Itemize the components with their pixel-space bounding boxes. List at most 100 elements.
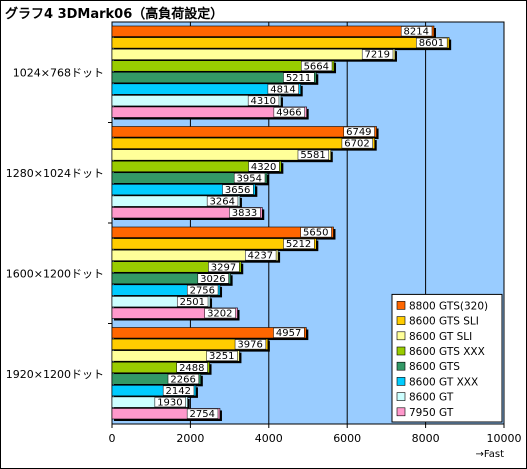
- bar: [111, 126, 377, 138]
- data-label: 3656: [225, 185, 250, 196]
- data-label-box: [197, 273, 229, 284]
- data-label-box: [186, 408, 219, 419]
- bar: [111, 307, 238, 319]
- category-label: 1280×1024ドット: [6, 167, 104, 180]
- x-tick-label: 8000: [412, 432, 440, 445]
- legend: [391, 293, 503, 423]
- data-label-box: [416, 37, 448, 48]
- data-label-box: [300, 60, 333, 71]
- data-label: 6749: [346, 127, 371, 138]
- data-label: 3026: [200, 274, 225, 285]
- bar: [111, 396, 188, 408]
- legend-swatch: [396, 316, 406, 325]
- data-label-box: [400, 26, 433, 37]
- data-label-box: [229, 207, 261, 218]
- category-label: 1024×768ドット: [13, 66, 104, 79]
- legend-label: 8600 GTS: [409, 361, 460, 373]
- bar: [111, 207, 263, 219]
- data-label-box: [176, 296, 209, 307]
- data-label-box: [233, 173, 266, 184]
- data-label-box: [222, 184, 254, 195]
- data-label: 2266: [170, 374, 195, 385]
- bar: [111, 160, 282, 173]
- bar: [111, 137, 376, 149]
- bar: [111, 95, 282, 107]
- bar: [111, 195, 241, 207]
- legend-label: 8600 GT SLI: [409, 331, 472, 343]
- legend-swatch: [396, 301, 406, 310]
- legend-label: 8800 GTS(320): [409, 300, 488, 312]
- legend-label: 8600 GTS SLI: [409, 316, 479, 328]
- data-label-box: [267, 84, 299, 95]
- data-label-box: [297, 149, 330, 160]
- legend-swatch: [396, 392, 406, 401]
- chart-title: グラフ4 3DMark06（高負荷設定）: [5, 7, 224, 22]
- legend-swatch: [396, 361, 406, 371]
- bar: [111, 296, 211, 308]
- data-label: 1930: [157, 397, 182, 408]
- bar: [111, 338, 269, 350]
- data-label: 6702: [344, 139, 369, 150]
- bar: [111, 226, 334, 238]
- data-label-box: [154, 397, 186, 408]
- legend-swatch: [396, 377, 406, 386]
- bar: [111, 184, 256, 196]
- data-label-box: [167, 374, 200, 385]
- data-label-box: [176, 362, 208, 373]
- bar: [111, 408, 221, 420]
- bar: [111, 284, 221, 296]
- data-label: 5581: [300, 150, 325, 161]
- legend-swatch: [396, 407, 406, 417]
- data-label: 3954: [237, 173, 262, 184]
- data-label: 2142: [166, 386, 191, 397]
- x-axis-label: →Fast: [476, 449, 505, 460]
- legend-swatch: [396, 346, 406, 356]
- category-label: 1920×1200ドット: [6, 368, 104, 381]
- data-label: 4966: [276, 108, 301, 119]
- bar: [111, 361, 210, 374]
- data-label-box: [300, 227, 332, 238]
- data-label-box: [247, 95, 280, 106]
- data-label-box: [341, 138, 373, 149]
- data-label-box: [283, 72, 315, 83]
- bar: [111, 249, 279, 261]
- data-label: 7219: [365, 50, 390, 61]
- data-label: 8214: [404, 27, 429, 38]
- bar: [111, 60, 335, 72]
- data-label-box: [273, 327, 305, 338]
- bar: [111, 37, 450, 49]
- legend-swatch: [396, 331, 406, 341]
- data-label-box: [283, 238, 315, 249]
- data-label: 3264: [209, 196, 234, 207]
- data-label: 3202: [207, 309, 232, 320]
- data-label: 3251: [209, 351, 234, 362]
- data-label-box: [162, 385, 195, 396]
- bar: [111, 25, 435, 37]
- data-label: 3976: [237, 340, 262, 351]
- x-tick-label: 0: [109, 432, 116, 445]
- category-label: 1600×1200ドット: [6, 267, 104, 280]
- bar: [111, 149, 332, 161]
- data-label-box: [273, 107, 305, 118]
- bar: [111, 373, 202, 385]
- data-label-box: [208, 261, 240, 272]
- data-label: 5211: [286, 73, 311, 84]
- data-label: 4310: [250, 96, 275, 107]
- bar: [111, 172, 268, 184]
- bar: [111, 350, 240, 362]
- data-label-box: [206, 196, 239, 207]
- data-label: 2754: [190, 409, 215, 420]
- data-label: 2501: [180, 297, 205, 308]
- data-label: 5212: [286, 239, 311, 250]
- data-label-box: [361, 49, 394, 60]
- x-tick-label: 10000: [487, 432, 522, 445]
- bar: [111, 71, 317, 84]
- data-label: 4237: [248, 251, 273, 262]
- bar: [111, 261, 242, 273]
- bar: [111, 83, 302, 95]
- data-label: 4320: [251, 162, 276, 173]
- data-label: 3833: [232, 208, 257, 219]
- data-label-box: [234, 339, 267, 350]
- x-tick-label: 6000: [333, 432, 361, 445]
- data-label: 3297: [211, 262, 236, 273]
